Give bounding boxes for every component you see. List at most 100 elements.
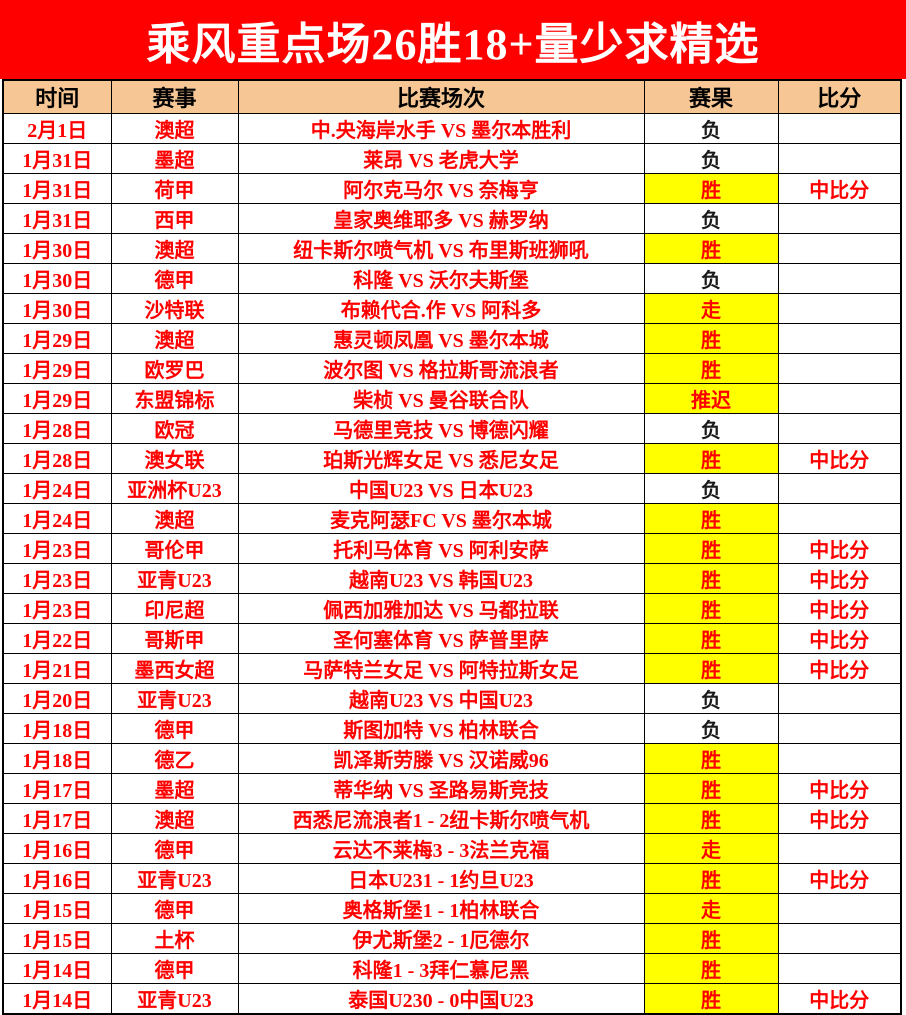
score-cell (777, 893, 902, 924)
result-cell: 胜 (643, 323, 779, 354)
date-cell: 1月22日 (2, 623, 112, 654)
match-cell: 中国U23 VS 日本U23 (237, 473, 645, 504)
league-cell: 哥伦甲 (110, 533, 239, 564)
league-cell: 东盟锦标 (110, 383, 239, 414)
score-cell: 中比分 (777, 533, 902, 564)
date-cell: 1月24日 (2, 473, 112, 504)
league-cell: 亚青U23 (110, 983, 239, 1015)
date-cell: 1月21日 (2, 653, 112, 684)
league-cell: 亚洲杯U23 (110, 473, 239, 504)
date-cell: 1月28日 (2, 443, 112, 474)
result-cell: 走 (643, 833, 779, 864)
match-cell: 圣何塞体育 VS 萨普里萨 (237, 623, 645, 654)
league-cell: 沙特联 (110, 293, 239, 324)
score-cell (777, 503, 902, 534)
date-cell: 1月30日 (2, 263, 112, 294)
match-cell: 越南U23 VS 韩国U23 (237, 563, 645, 594)
table-row: 1月30日 沙特联 布赖代合.作 VS 阿科多 走 (2, 293, 902, 324)
match-cell: 布赖代合.作 VS 阿科多 (237, 293, 645, 324)
score-cell (777, 353, 902, 384)
result-cell: 负 (643, 713, 779, 744)
result-cell: 负 (643, 143, 779, 174)
match-cell: 麦克阿瑟FC VS 墨尔本城 (237, 503, 645, 534)
result-cell: 走 (643, 293, 779, 324)
date-cell: 1月17日 (2, 773, 112, 804)
results-table-body: 2月1日 澳超 中.央海岸水手 VS 墨尔本胜利 负 1月31日 墨超 莱昂 V… (2, 113, 902, 1015)
date-cell: 1月15日 (2, 893, 112, 924)
match-cell: 马萨特兰女足 VS 阿特拉斯女足 (237, 653, 645, 684)
date-cell: 1月29日 (2, 353, 112, 384)
league-cell: 德甲 (110, 893, 239, 924)
result-cell: 胜 (643, 953, 779, 984)
score-cell (777, 953, 902, 984)
league-cell: 欧罗巴 (110, 353, 239, 384)
match-cell: 日本U231 - 1约旦U23 (237, 863, 645, 894)
league-cell: 荷甲 (110, 173, 239, 204)
score-cell (777, 143, 902, 174)
date-cell: 1月29日 (2, 383, 112, 414)
table-row: 1月15日 土杯 伊尤斯堡2 - 1厄德尔 胜 (2, 923, 902, 954)
column-header-time: 时间 (2, 79, 112, 114)
date-cell: 1月29日 (2, 323, 112, 354)
score-cell (777, 713, 902, 744)
score-cell (777, 383, 902, 414)
score-cell: 中比分 (777, 773, 902, 804)
date-cell: 1月31日 (2, 173, 112, 204)
match-cell: 马德里竞技 VS 博德闪耀 (237, 413, 645, 444)
league-cell: 墨超 (110, 773, 239, 804)
table-row: 1月21日 墨西女超 马萨特兰女足 VS 阿特拉斯女足 胜 中比分 (2, 653, 902, 684)
score-cell (777, 923, 902, 954)
score-cell: 中比分 (777, 593, 902, 624)
date-cell: 1月18日 (2, 713, 112, 744)
table-row: 1月30日 澳超 纽卡斯尔喷气机 VS 布里斯班狮吼 胜 (2, 233, 902, 264)
table-row: 1月18日 德甲 斯图加特 VS 柏林联合 负 (2, 713, 902, 744)
score-cell: 中比分 (777, 983, 902, 1015)
date-cell: 1月17日 (2, 803, 112, 834)
result-cell: 胜 (643, 863, 779, 894)
league-cell: 德甲 (110, 833, 239, 864)
match-cell: 越南U23 VS 中国U23 (237, 683, 645, 714)
league-cell: 德甲 (110, 263, 239, 294)
table-row: 1月24日 亚洲杯U23 中国U23 VS 日本U23 负 (2, 473, 902, 504)
result-cell: 胜 (643, 803, 779, 834)
match-cell: 泰国U230 - 0中国U23 (237, 983, 645, 1015)
date-cell: 1月28日 (2, 413, 112, 444)
match-cell: 奥格斯堡1 - 1柏林联合 (237, 893, 645, 924)
result-cell: 负 (643, 473, 779, 504)
league-cell: 土杯 (110, 923, 239, 954)
match-cell: 中.央海岸水手 VS 墨尔本胜利 (237, 113, 645, 144)
match-cell: 凯泽斯劳滕 VS 汉诺威96 (237, 743, 645, 774)
table-row: 1月16日 亚青U23 日本U231 - 1约旦U23 胜 中比分 (2, 863, 902, 894)
match-cell: 西悉尼流浪者1 - 2纽卡斯尔喷气机 (237, 803, 645, 834)
date-cell: 1月31日 (2, 143, 112, 174)
table-row: 1月20日 亚青U23 越南U23 VS 中国U23 负 (2, 683, 902, 714)
result-cell: 负 (643, 683, 779, 714)
result-cell: 胜 (643, 743, 779, 774)
score-cell: 中比分 (777, 803, 902, 834)
score-cell (777, 833, 902, 864)
date-cell: 1月16日 (2, 833, 112, 864)
league-cell: 澳超 (110, 323, 239, 354)
score-cell: 中比分 (777, 623, 902, 654)
score-cell: 中比分 (777, 443, 902, 474)
table-row: 1月23日 哥伦甲 托利马体育 VS 阿利安萨 胜 中比分 (2, 533, 902, 564)
column-header-result: 赛果 (643, 79, 779, 114)
league-cell: 西甲 (110, 203, 239, 234)
match-cell: 科隆1 - 3拜仁慕尼黑 (237, 953, 645, 984)
result-cell: 负 (643, 113, 779, 144)
result-cell: 胜 (643, 503, 779, 534)
table-row: 1月17日 墨超 蒂华纳 VS 圣路易斯竞技 胜 中比分 (2, 773, 902, 804)
league-cell: 亚青U23 (110, 683, 239, 714)
table-row: 1月30日 德甲 科隆 VS 沃尔夫斯堡 负 (2, 263, 902, 294)
league-cell: 欧冠 (110, 413, 239, 444)
header-row: 时间 赛事 比赛场次 赛果 比分 (2, 79, 902, 114)
table-row: 1月18日 德乙 凯泽斯劳滕 VS 汉诺威96 胜 (2, 743, 902, 774)
match-cell: 托利马体育 VS 阿利安萨 (237, 533, 645, 564)
date-cell: 1月30日 (2, 293, 112, 324)
date-cell: 1月16日 (2, 863, 112, 894)
column-header-match: 比赛场次 (237, 79, 645, 114)
date-cell: 1月23日 (2, 593, 112, 624)
date-cell: 1月18日 (2, 743, 112, 774)
result-cell: 胜 (643, 593, 779, 624)
score-cell (777, 413, 902, 444)
